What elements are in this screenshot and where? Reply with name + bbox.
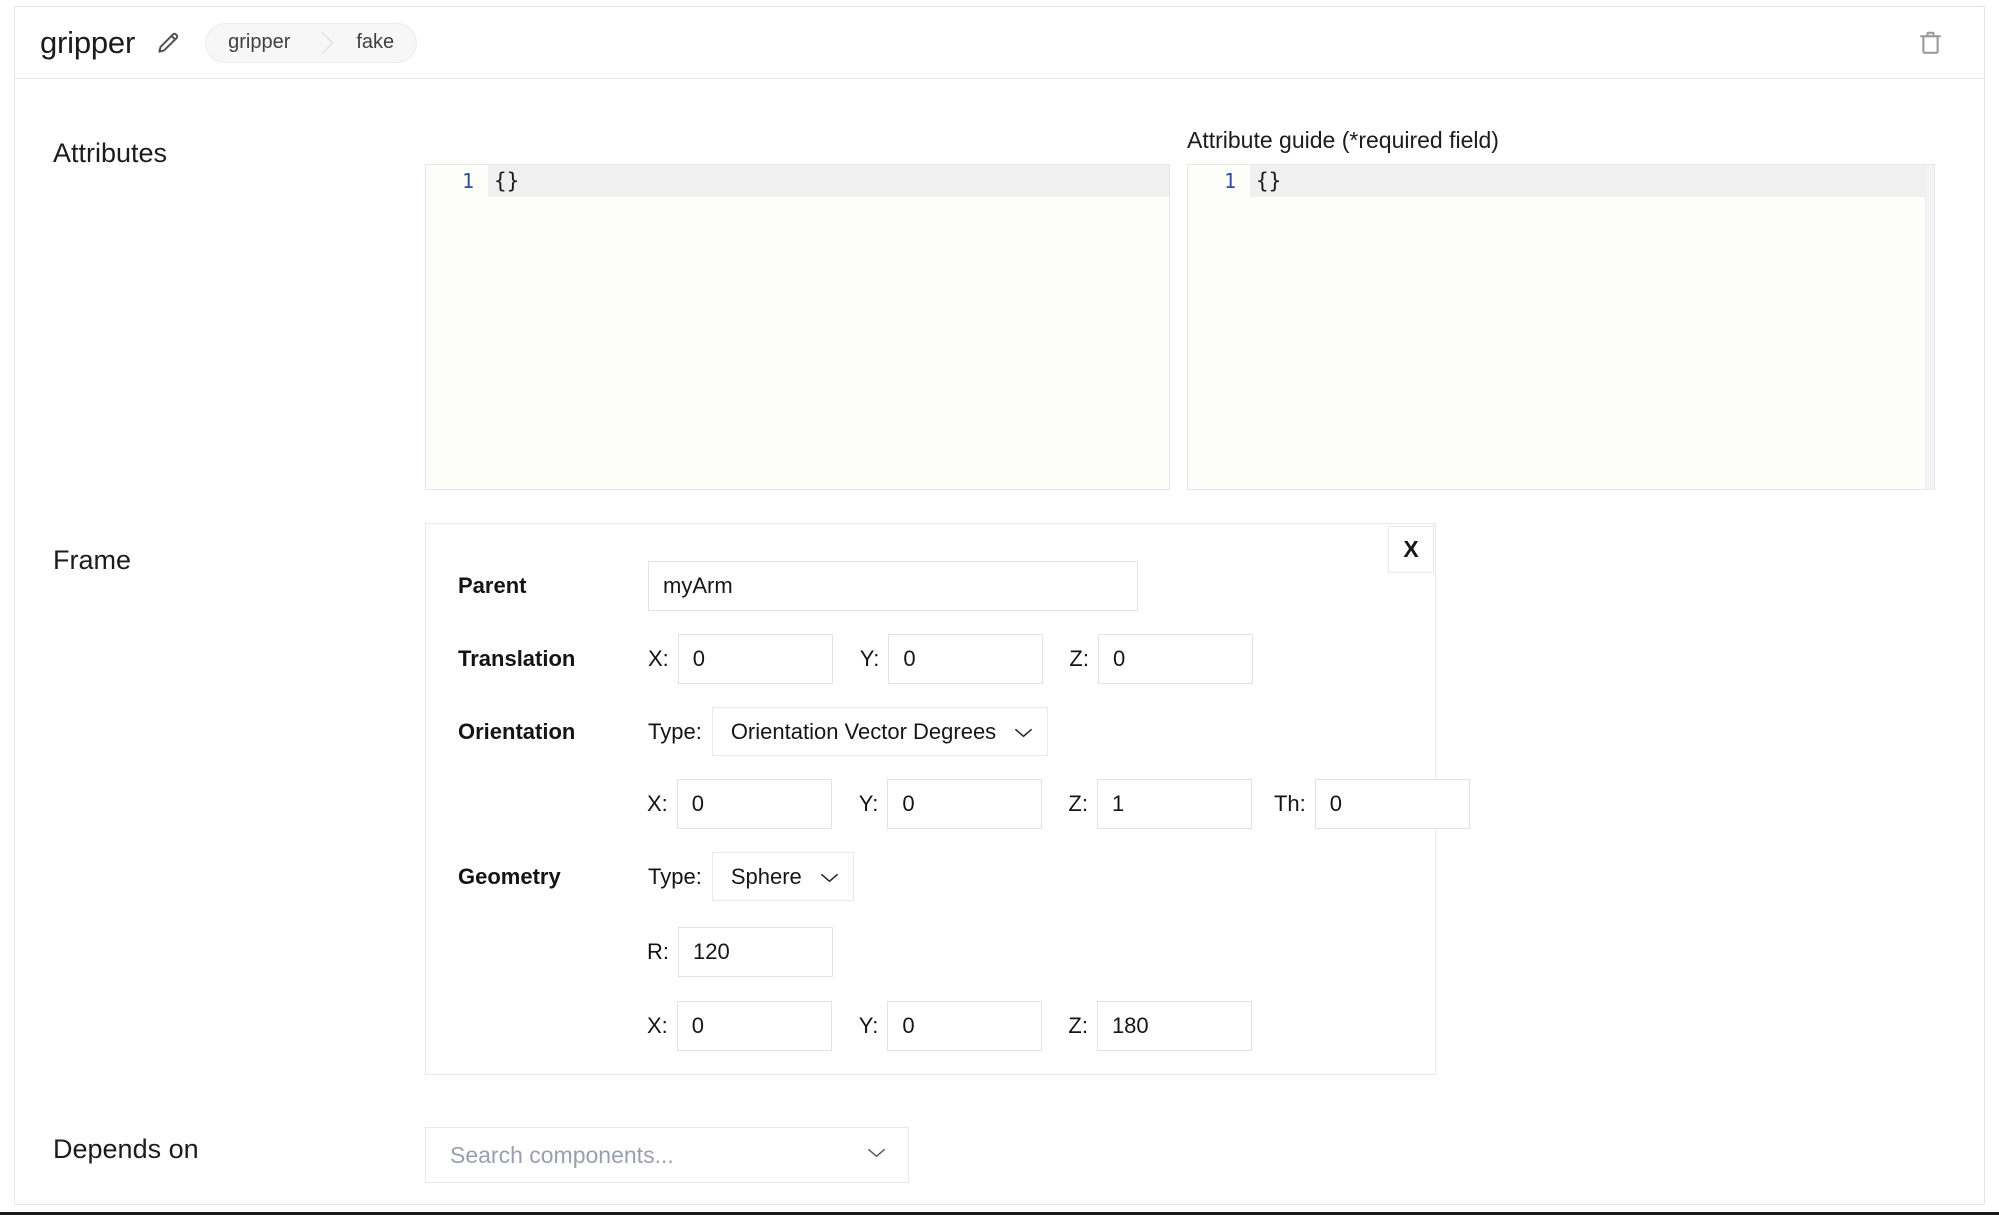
trash-icon[interactable] [1910, 23, 1950, 63]
breadcrumb-item-1[interactable]: fake [356, 31, 395, 53]
frame-section-label: Frame [53, 545, 132, 575]
geometry-radius-row: R: [647, 927, 833, 977]
attribute-guide-label: Attribute guide (*required field) [1187, 127, 1499, 153]
geometry-z-label: Z: [1068, 1013, 1088, 1038]
translation-x-input[interactable] [677, 634, 833, 684]
translation-z-label: Z: [1069, 646, 1089, 671]
orientation-label: Orientation [458, 718, 576, 744]
component-card: gripper gripper fake Att [14, 6, 1985, 1205]
orientation-field-row: Orientation Type: Orientation Vector Deg… [458, 707, 1049, 756]
breadcrumb: gripper fake [205, 22, 418, 63]
geometry-y-input[interactable] [887, 1001, 1043, 1051]
geometry-z-input[interactable] [1096, 1001, 1252, 1051]
geometry-type-label: Type: [648, 863, 702, 889]
attribute-guide-code-editor[interactable]: 1 {} [1187, 164, 1935, 490]
geometry-field-row: Geometry Type: Sphere [458, 852, 854, 901]
line-number: 1 [1223, 169, 1236, 193]
translation-z-input[interactable] [1097, 634, 1253, 684]
chevron-down-icon [1014, 719, 1033, 745]
orientation-z-label: Z: [1068, 791, 1088, 816]
parent-label: Parent [458, 573, 527, 598]
line-content[interactable]: {} [488, 165, 1169, 197]
orientation-y-input[interactable] [887, 779, 1043, 829]
orientation-y-label: Y: [858, 791, 879, 816]
editor-vertical-scrollbar[interactable] [1925, 165, 1934, 489]
depends-on-select[interactable]: Search components... [425, 1127, 909, 1183]
line-content[interactable]: {} [1250, 165, 1934, 197]
orientation-x-label: X: [647, 791, 668, 816]
breadcrumb-item-0[interactable]: gripper [228, 31, 291, 53]
geometry-r-input[interactable] [678, 927, 833, 977]
translation-y-label: Y: [859, 646, 880, 671]
orientation-type-label: Type: [648, 718, 702, 744]
chevron-right-icon [312, 24, 334, 62]
attributes-section-label: Attributes [53, 138, 168, 168]
attributes-code-editor[interactable]: 1 {} [425, 164, 1170, 490]
orientation-type-value: Orientation Vector Degrees [730, 718, 997, 744]
translation-y-input[interactable] [888, 634, 1044, 684]
geometry-type-value: Sphere [730, 863, 802, 889]
close-frame-button[interactable]: X [1388, 526, 1434, 573]
geometry-label: Geometry [458, 863, 561, 889]
depends-on-placeholder: Search components... [450, 1141, 674, 1168]
pencil-icon[interactable] [151, 26, 185, 60]
page-bottom-rule [0, 1212, 1999, 1215]
geometry-type-select[interactable]: Sphere [711, 852, 854, 901]
geometry-x-label: X: [647, 1013, 668, 1038]
page-title: gripper [40, 24, 136, 60]
geometry-offset-row: X: Y: Z: [647, 1001, 1252, 1051]
page-header: gripper gripper fake [15, 7, 1984, 79]
translation-field-row: Translation X: Y: Z: [458, 634, 1253, 684]
orientation-vector-row: X: Y: Z: Th: [647, 779, 1470, 829]
translation-label: Translation [458, 646, 576, 671]
orientation-th-label: Th: [1273, 791, 1306, 816]
geometry-y-label: Y: [858, 1013, 879, 1038]
translation-x-label: X: [648, 646, 669, 671]
depends-on-section-label: Depends on [53, 1134, 199, 1164]
parent-input[interactable] [648, 561, 1138, 611]
code-line[interactable]: 1 {} [426, 165, 1169, 197]
orientation-type-select[interactable]: Orientation Vector Degrees [711, 707, 1049, 756]
orientation-z-input[interactable] [1096, 779, 1252, 829]
geometry-r-label: R: [647, 939, 669, 964]
chevron-down-icon [820, 864, 839, 890]
orientation-th-input[interactable] [1314, 779, 1470, 829]
code-line[interactable]: 1 {} [1188, 165, 1934, 197]
orientation-x-input[interactable] [676, 779, 832, 829]
parent-field-row: Parent [458, 561, 1138, 611]
geometry-x-input[interactable] [676, 1001, 832, 1051]
line-number: 1 [461, 169, 474, 193]
chevron-down-icon [867, 1146, 886, 1164]
